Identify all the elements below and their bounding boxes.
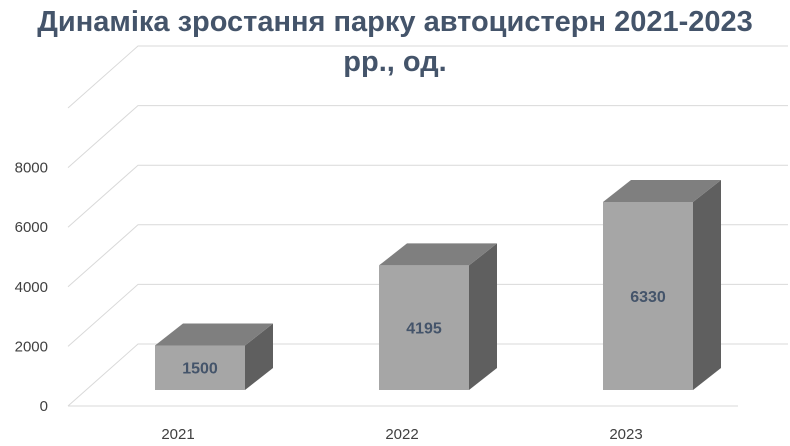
x-tick-label: 2022 [385,426,418,443]
data-label: 4195 [406,321,442,338]
x-tick-label: 2021 [161,426,194,443]
y-tick-label: 0 [40,398,48,415]
bar-side [245,323,273,390]
bar-side [693,179,721,390]
y-tick-label: 2000 [15,338,48,355]
bar-front [155,345,245,390]
y-tick-label: 4000 [15,279,48,296]
bar [155,323,273,390]
bar [379,243,497,390]
bar [603,179,721,390]
x-tick-label: 2023 [609,426,642,443]
bar-top [379,243,497,266]
bar-side [469,243,497,390]
bar-top [155,323,273,346]
bar-top [603,179,721,202]
gridlines [67,45,788,407]
gridline [67,45,788,109]
y-tick-label: 8000 [15,160,48,177]
y-tick-label: 6000 [15,219,48,236]
bar-front [603,201,693,390]
data-label: 6330 [630,289,666,306]
data-label: 1500 [182,361,218,378]
chart-title-line-1: Динаміка зростання парку автоцистерн 202… [37,6,753,38]
y-axis-ticks: 0 2000 4000 6000 8000 [15,160,48,415]
gridline [67,105,788,168]
gridline [67,224,788,288]
gridline [67,343,788,407]
bars [155,179,721,390]
gridline [67,164,788,228]
chart-title: Динаміка зростання парку автоцистерн 202… [0,2,790,82]
chart-title-line-2: рр., од. [343,46,447,78]
bar-front [379,265,469,390]
gridline [67,283,788,347]
